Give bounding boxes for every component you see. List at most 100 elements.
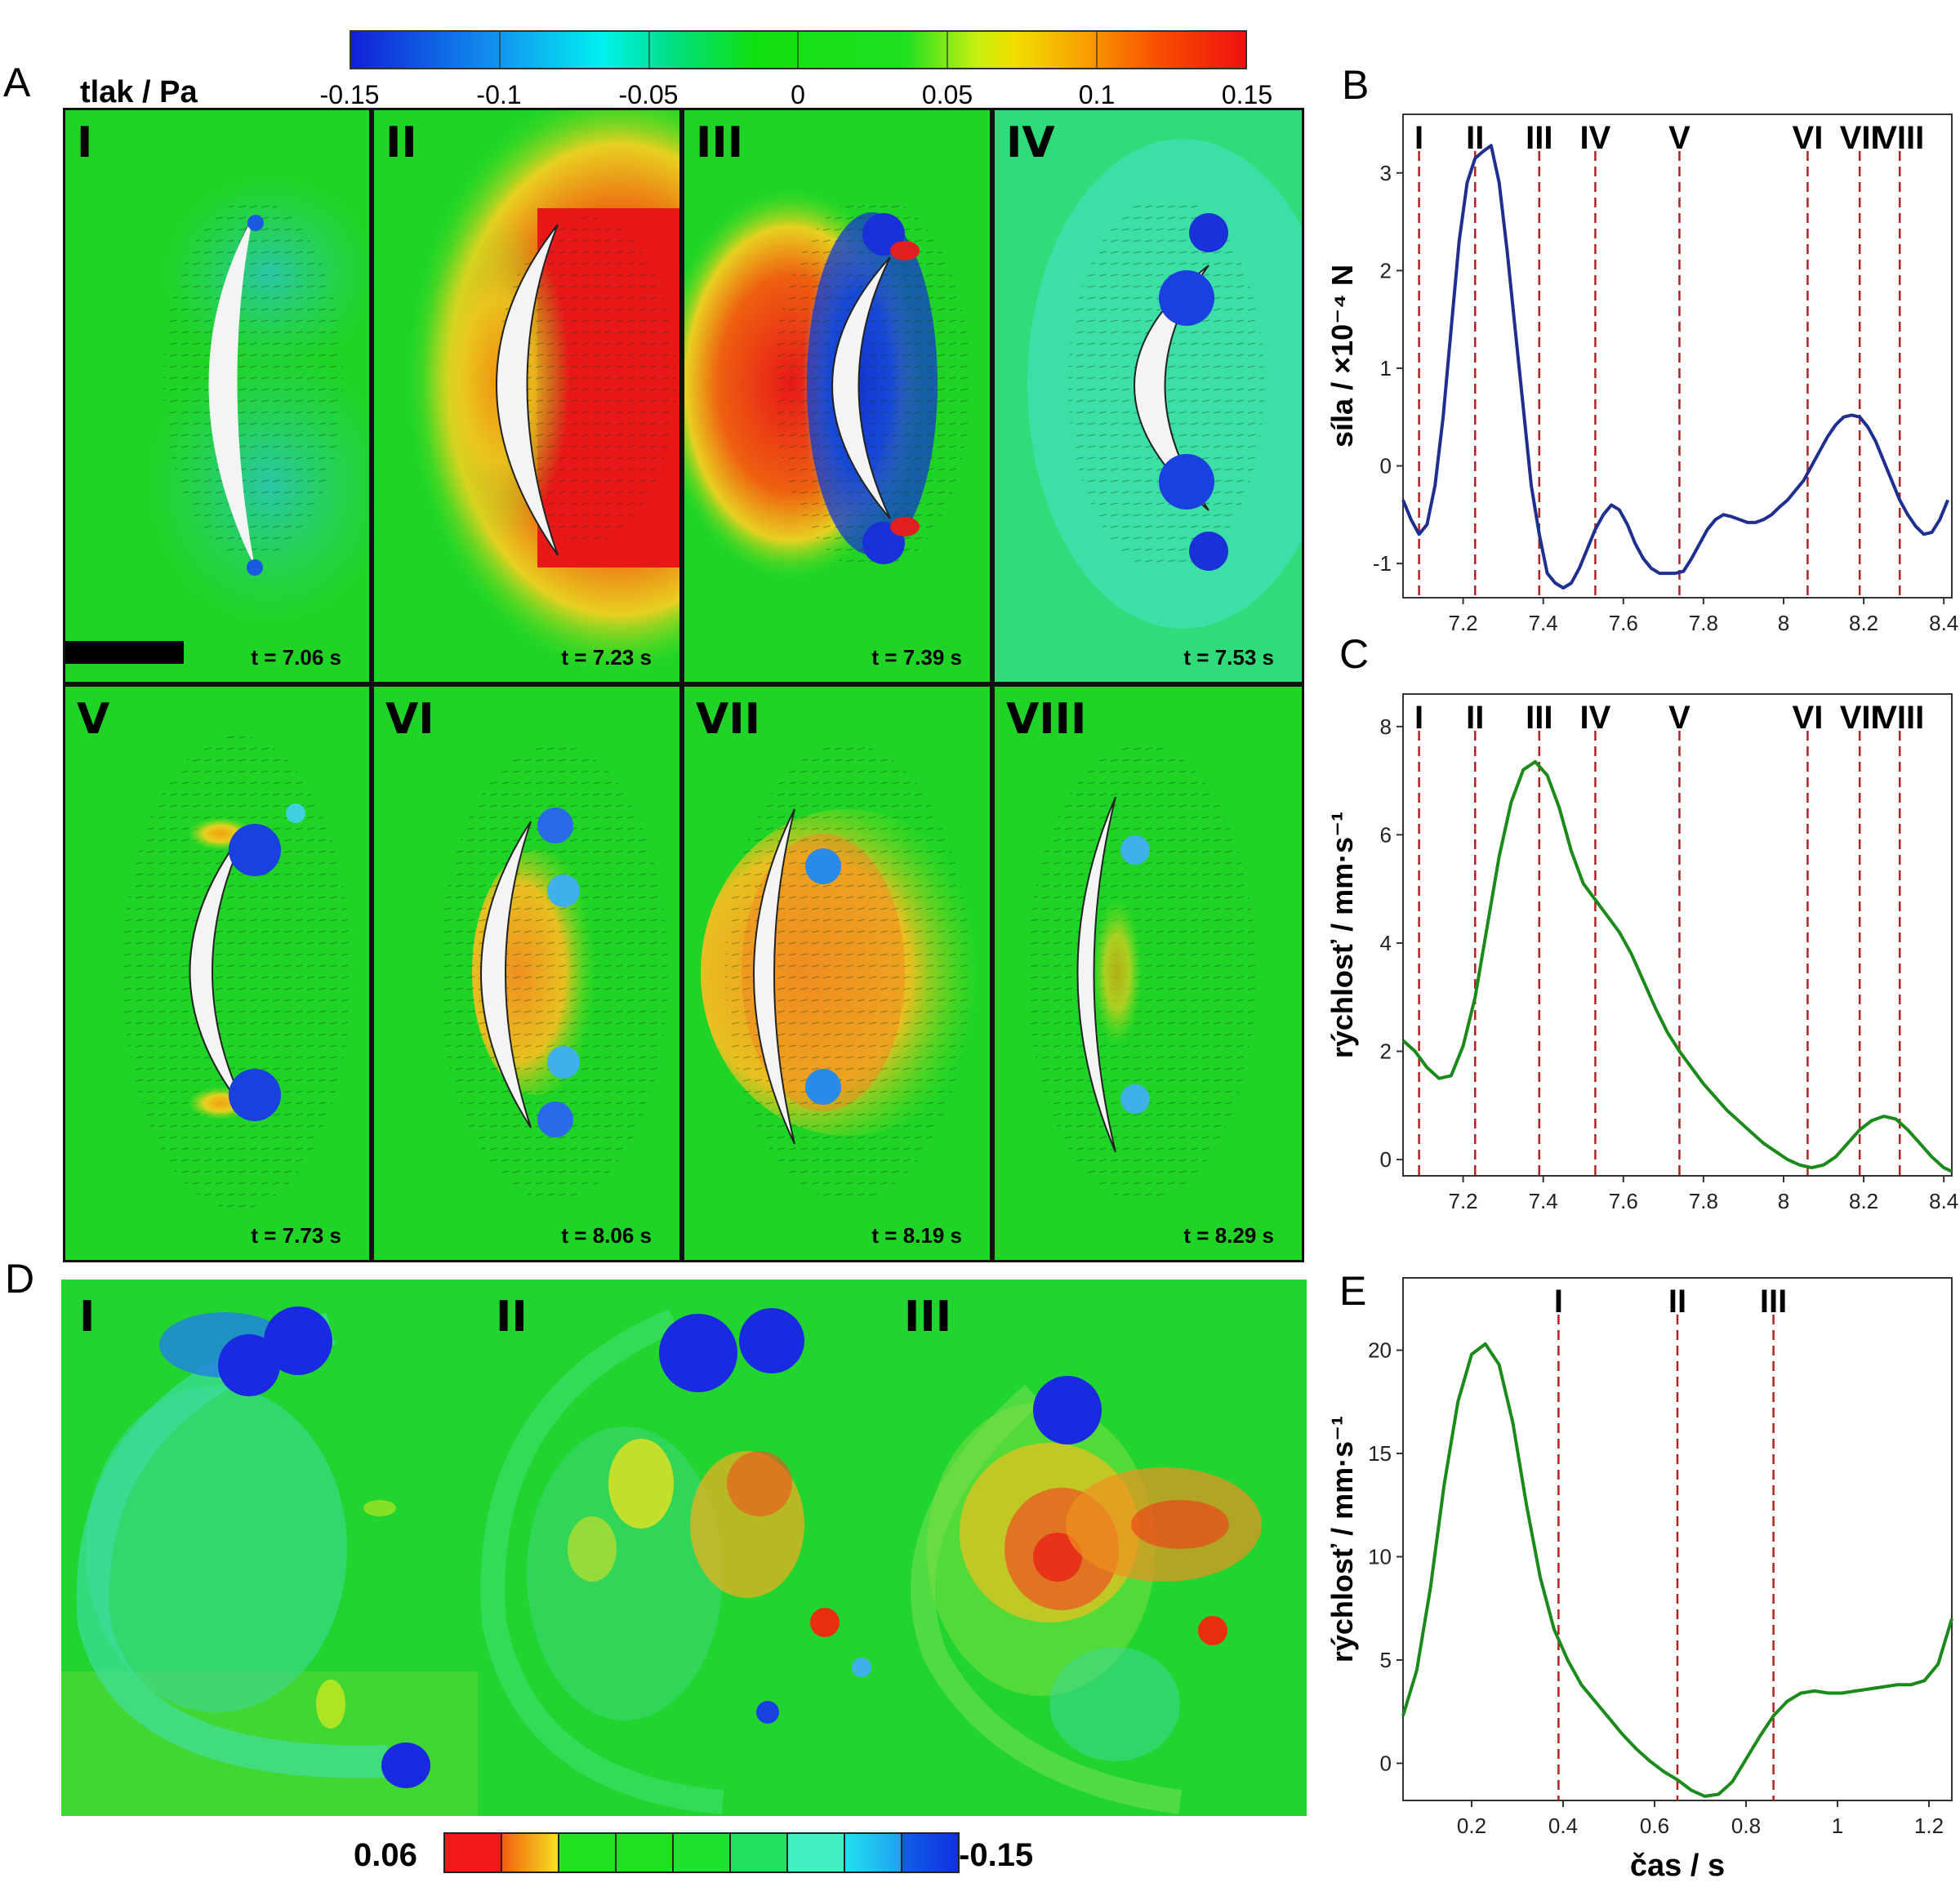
phase-marker-label: II <box>1466 120 1484 156</box>
phase-marker-label: VIII <box>1875 120 1924 156</box>
frame-time: t = 7.23 s <box>561 645 652 670</box>
frame-time: t = 8.19 s <box>871 1223 962 1248</box>
plot-frame <box>1402 113 1953 599</box>
frame-panel: VII t = 8.19 s <box>682 684 992 1262</box>
y-tick-label: 0 <box>1380 454 1392 478</box>
x-tick-label: 0.8 <box>1731 1814 1761 1838</box>
x-tick-label: 7.2 <box>1448 1189 1477 1213</box>
frame-number: I <box>77 118 93 167</box>
x-tick-label: 0.6 <box>1640 1814 1669 1838</box>
frame-time: t = 7.06 s <box>251 645 341 670</box>
phase-marker-label: VI <box>1793 700 1824 736</box>
phase-marker-label: V <box>1668 700 1690 736</box>
x-tick-label: 0.4 <box>1548 1814 1578 1838</box>
y-tick-label: 0 <box>1380 1147 1392 1172</box>
frame-panel: I t = 7.06 s <box>63 108 372 684</box>
experiment-image: III <box>886 1280 1307 1816</box>
x-tick-label: 7.8 <box>1689 611 1718 635</box>
pressure-colorbar <box>350 30 1247 69</box>
y-tick-label: 15 <box>1368 1441 1392 1466</box>
pressure-unit-label: tlak / Pa <box>80 75 198 109</box>
frame-number: III <box>696 118 744 167</box>
phase-marker-label: IV <box>1580 700 1611 736</box>
image-number: I <box>79 1293 96 1342</box>
phase-marker-label: VII <box>1840 700 1880 736</box>
y-tick-label: -1 <box>1373 551 1392 576</box>
y-axis-label: síla / ×10⁻⁴ N <box>1325 265 1359 447</box>
x-axis-label: čas / s <box>1630 1849 1725 1883</box>
y-tick-label: 4 <box>1380 931 1392 955</box>
plot-frame <box>1402 693 1953 1177</box>
series-line <box>1401 144 1949 590</box>
frame-number: IV <box>1006 118 1055 167</box>
x-tick-label: 1.2 <box>1914 1814 1944 1838</box>
pressure-tick: 0.15 <box>1221 80 1273 109</box>
x-tick-label: 8.2 <box>1849 1189 1878 1213</box>
phase-marker-label: II <box>1668 1284 1686 1320</box>
phase-marker-label: VI <box>1793 120 1824 156</box>
frame-panel: VI t = 8.06 s <box>372 684 682 1262</box>
y-tick-label: 1 <box>1380 356 1392 381</box>
swim-velocity-chart: 0 5 10 15 20 0.2 0.4 0.6 0.8 1 1.2 rýchlosť / mm·s⁻… <box>1325 1277 1953 1883</box>
force-chart: -1 0 1 2 3 7.2 7.4 7.6 7.8 8 8.2 8.4 síla / ×10⁻⁴ N I… <box>1325 113 1958 635</box>
frame-number: VI <box>385 695 434 744</box>
series-line <box>1401 759 1953 1173</box>
phase-marker-label: V <box>1668 120 1690 156</box>
phase-marker-label: III <box>1526 120 1552 156</box>
frame-panel: V t = 7.73 s <box>63 684 372 1262</box>
series-line <box>1401 1342 1953 1798</box>
y-tick-label: 8 <box>1380 714 1392 739</box>
y-tick-label: 3 <box>1380 161 1392 185</box>
phase-marker-label: I <box>1414 700 1423 736</box>
panel-label-c: C <box>1339 631 1370 677</box>
pressure-tick: -0.15 <box>319 80 380 109</box>
x-tick-label: 8.2 <box>1849 611 1878 635</box>
x-tick-label: 0.2 <box>1457 1814 1486 1838</box>
y-tick-label: 6 <box>1380 822 1392 847</box>
phase-marker-label: I <box>1554 1284 1563 1320</box>
x-tick-label: 7.6 <box>1609 611 1638 635</box>
frame-number: V <box>77 695 110 744</box>
image-number: II <box>496 1293 528 1342</box>
x-tick-label: 8 <box>1778 611 1789 635</box>
phase-marker-label: III <box>1760 1284 1787 1320</box>
x-tick-label: 8.4 <box>1929 611 1958 635</box>
phase-marker-label: III <box>1526 700 1552 736</box>
x-tick-label: 1 <box>1832 1814 1843 1838</box>
experiment-image: I <box>61 1280 478 1816</box>
frame-panel: II t = 7.23 s <box>372 108 682 684</box>
x-tick-label: 8 <box>1778 1189 1789 1213</box>
panel-label-d: D <box>5 1256 35 1302</box>
frame-time: t = 7.39 s <box>871 645 962 670</box>
x-tick-label: 7.4 <box>1529 1189 1558 1213</box>
x-tick-label: 7.4 <box>1529 611 1558 635</box>
frame-time: t = 8.29 s <box>1183 1223 1274 1248</box>
panel-label-b: B <box>1342 62 1370 108</box>
y-tick-label: 2 <box>1380 258 1392 283</box>
frame-time: t = 8.06 s <box>561 1223 652 1248</box>
panel-label-e: E <box>1339 1268 1367 1314</box>
frame-number: VIII <box>1006 695 1087 744</box>
phase-marker-label: I <box>1414 120 1423 156</box>
y-tick-label: 5 <box>1380 1648 1392 1672</box>
pressure-tick: 0.05 <box>921 80 973 109</box>
x-tick-label: 8.4 <box>1929 1189 1958 1213</box>
frame-number: II <box>385 118 417 167</box>
frame-number: VII <box>696 695 760 744</box>
velocity-chart: 0 2 4 6 8 7.2 7.4 7.6 7.8 8 8.2 8.4 rýchlosť / mm·s⁻… <box>1325 693 1958 1213</box>
colorbar-min-label: 0.06 <box>354 1837 417 1873</box>
experiment-image: II <box>478 1280 886 1816</box>
x-tick-label: 7.6 <box>1609 1189 1638 1213</box>
pressure-tick: 0.1 <box>1078 80 1116 109</box>
x-tick-label: 7.8 <box>1689 1189 1718 1213</box>
frame-time: t = 7.53 s <box>1183 645 1274 670</box>
phase-marker-label: VIII <box>1875 700 1924 736</box>
phase-marker-label: IV <box>1580 120 1611 156</box>
phase-marker-label: VII <box>1840 120 1880 156</box>
y-axis-label: rýchlosť / mm·s⁻¹ <box>1325 812 1359 1058</box>
frame-panel: VIII t = 8.29 s <box>992 684 1304 1262</box>
pressure-tick: 0 <box>791 80 805 109</box>
image-number: III <box>904 1293 952 1342</box>
x-tick-label: 7.2 <box>1448 611 1477 635</box>
y-tick-label: 20 <box>1368 1338 1392 1363</box>
